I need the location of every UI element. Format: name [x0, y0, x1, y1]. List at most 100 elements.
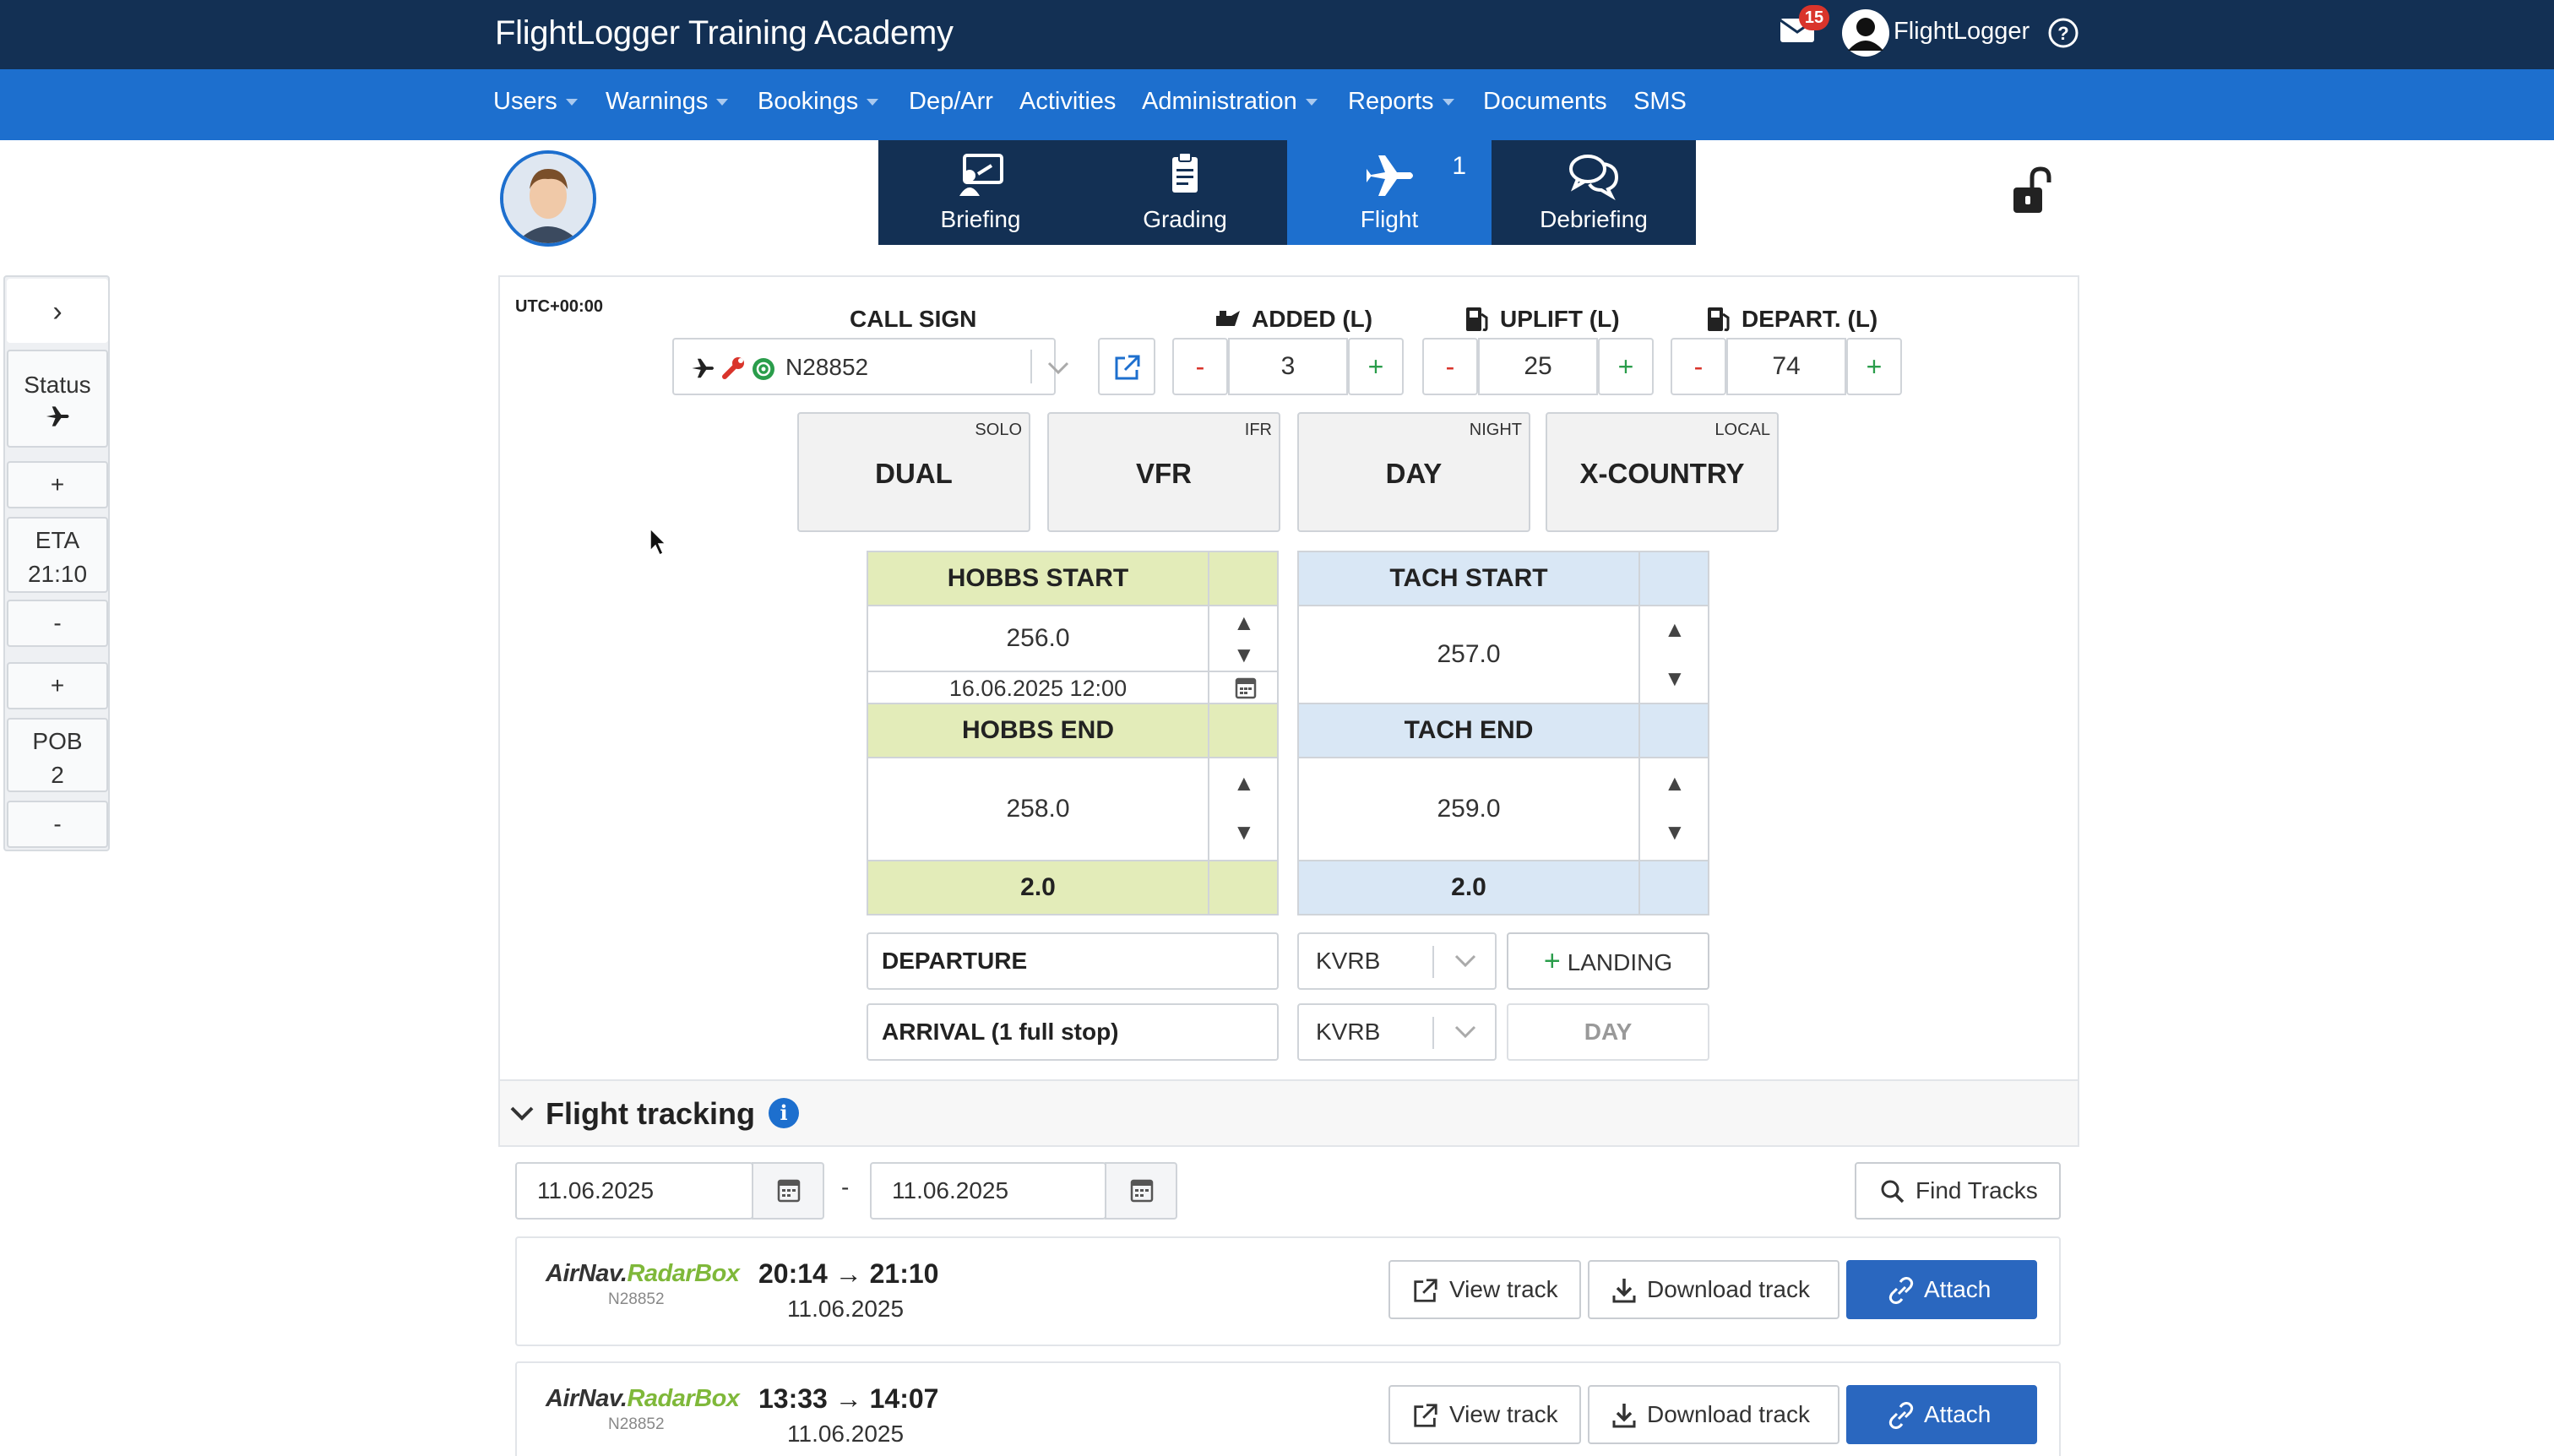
departure-airport-select[interactable]: KVRB — [1297, 932, 1497, 990]
tracking-date-from[interactable]: 11.06.2025 — [515, 1162, 753, 1220]
find-tracks-label: Find Tracks — [1916, 1177, 2038, 1203]
tach-start-down-button[interactable]: ▼ — [1664, 666, 1686, 691]
download-track-button[interactable]: Download track — [1588, 1260, 1839, 1319]
pob-increase-button[interactable]: + — [7, 662, 108, 709]
nav-sms[interactable]: SMS — [1633, 88, 1687, 115]
added-input[interactable]: 3 — [1228, 338, 1348, 395]
select-divider — [1030, 350, 1032, 383]
uplift-label: UPLIFT (L) — [1500, 306, 1620, 332]
nav-reports[interactable]: Reports — [1348, 88, 1454, 116]
toggle-dual-solo[interactable]: SOLO DUAL — [797, 412, 1030, 532]
sidebar-expand-button[interactable]: › — [7, 279, 108, 343]
arrival-label: ARRIVAL (1 full stop) — [867, 1003, 1279, 1061]
help-icon[interactable]: ? — [2047, 17, 2079, 49]
tach-end-down-button[interactable]: ▼ — [1664, 819, 1686, 845]
user-menu[interactable]: FlightLogger — [1894, 18, 2030, 45]
call-sign-select[interactable]: N28852 — [672, 338, 1069, 395]
mouse-cursor-icon — [649, 527, 669, 557]
depart-label: DEPART. (L) — [1742, 306, 1878, 332]
app-title[interactable]: FlightLogger Training Academy — [495, 14, 954, 52]
pob-value: 2 — [51, 762, 64, 788]
chevron-down-icon[interactable] — [508, 1101, 535, 1127]
hobbs-start-stepper: ▲ ▼ — [1208, 605, 1279, 672]
depart-input[interactable]: 74 — [1726, 338, 1846, 395]
tab-debriefing[interactable]: Debriefing — [1492, 140, 1696, 245]
find-tracks-button[interactable]: Find Tracks — [1855, 1162, 2061, 1220]
toggle-alt-label: SOLO — [975, 421, 1022, 439]
nav-dep-arr[interactable]: Dep/Arr — [909, 88, 993, 115]
pob-display: POB 2 — [7, 718, 108, 792]
hobbs-end-up-button[interactable]: ▲ — [1233, 770, 1255, 796]
view-track-button[interactable]: View track — [1388, 1260, 1581, 1319]
attach-track-button[interactable]: Attach — [1846, 1385, 2037, 1444]
tab-grading[interactable]: Grading — [1083, 140, 1287, 245]
nav-bookings[interactable]: Bookings — [758, 88, 879, 116]
uplift-decrease-button[interactable]: - — [1422, 338, 1478, 395]
calendar-icon[interactable] — [1208, 671, 1279, 704]
uplift-input[interactable]: 25 — [1478, 338, 1598, 395]
view-track-button[interactable]: View track — [1388, 1385, 1581, 1444]
unlock-icon[interactable] — [2012, 166, 2054, 216]
student-avatar[interactable] — [500, 150, 596, 247]
added-decrease-button[interactable]: - — [1172, 338, 1228, 395]
calendar-icon[interactable] — [1105, 1162, 1177, 1220]
tach-end-up-button[interactable]: ▲ — [1664, 770, 1686, 796]
tach-start-input[interactable]: 257.0 — [1297, 605, 1640, 704]
arrival-airport-select[interactable]: KVRB — [1297, 1003, 1497, 1061]
eta-increase-button[interactable]: + — [7, 461, 108, 508]
pob-decrease-button[interactable]: - — [7, 801, 108, 848]
add-landing-button[interactable]: + LANDING — [1507, 932, 1709, 990]
nav-documents[interactable]: Documents — [1483, 88, 1607, 115]
nav-administration[interactable]: Administration — [1142, 88, 1318, 116]
open-aircraft-button[interactable] — [1098, 338, 1155, 395]
pob-label: POB — [32, 728, 83, 754]
nav-users[interactable]: Users — [493, 88, 578, 116]
hobbs-start-up-button[interactable]: ▲ — [1233, 610, 1255, 635]
flight-tracking-header[interactable] — [498, 1079, 2079, 1147]
hobbs-start-down-button[interactable]: ▼ — [1233, 642, 1255, 667]
hobbs-total-spacer — [1208, 860, 1279, 915]
nav-warnings[interactable]: Warnings — [606, 88, 729, 116]
tracking-date-to[interactable]: 11.06.2025 — [870, 1162, 1106, 1220]
download-track-button[interactable]: Download track — [1588, 1385, 1839, 1444]
hobbs-header-spacer — [1208, 703, 1279, 758]
external-link-icon — [1412, 1402, 1439, 1429]
hobbs-end-input[interactable]: 258.0 — [867, 757, 1209, 861]
added-increase-button[interactable]: + — [1348, 338, 1404, 395]
info-icon[interactable]: i — [769, 1098, 799, 1128]
tach-end-label: TACH END — [1297, 703, 1640, 758]
hobbs-total: 2.0 — [867, 860, 1209, 915]
call-sign-value: N28852 — [785, 354, 869, 380]
toggle-value: X-COUNTRY — [1579, 458, 1745, 489]
tach-end-input[interactable]: 259.0 — [1297, 757, 1640, 861]
arrival-day-button[interactable]: DAY — [1507, 1003, 1709, 1061]
depart-decrease-button[interactable]: - — [1671, 338, 1726, 395]
toggle-xcountry-local[interactable]: LOCAL X-COUNTRY — [1546, 412, 1779, 532]
toggle-day-night[interactable]: NIGHT DAY — [1297, 412, 1530, 532]
toggle-alt-label: IFR — [1244, 421, 1272, 439]
tab-flight[interactable]: 1 Flight — [1287, 140, 1492, 245]
status-button[interactable]: Status — [7, 350, 108, 448]
eta-display: ETA 21:10 — [7, 517, 108, 593]
user-avatar-icon[interactable] — [1841, 8, 1890, 57]
hobbs-start-input[interactable]: 256.0 — [867, 605, 1209, 672]
depart-increase-button[interactable]: + — [1846, 338, 1902, 395]
hobbs-end-down-button[interactable]: ▼ — [1233, 819, 1255, 845]
mail-count-badge: 15 — [1799, 5, 1829, 30]
toggle-value: DUAL — [875, 458, 953, 489]
caret-down-icon — [716, 99, 729, 106]
eta-decrease-button[interactable]: - — [7, 600, 108, 647]
hobbs-date-input[interactable]: 16.06.2025 12:00 — [867, 671, 1209, 704]
calendar-icon[interactable] — [752, 1162, 824, 1220]
select-divider — [1432, 946, 1434, 978]
clipboard-icon — [1157, 150, 1213, 201]
track-times: 13:33 → 14:07 — [758, 1383, 939, 1414]
tach-start-up-button[interactable]: ▲ — [1664, 617, 1686, 642]
uplift-increase-button[interactable]: + — [1598, 338, 1654, 395]
svg-text:?: ? — [2057, 23, 2068, 44]
oil-can-icon — [1211, 307, 1242, 331]
nav-activities[interactable]: Activities — [1019, 88, 1117, 115]
attach-track-button[interactable]: Attach — [1846, 1260, 2037, 1319]
toggle-vfr-ifr[interactable]: IFR VFR — [1047, 412, 1280, 532]
tab-briefing[interactable]: Briefing — [878, 140, 1083, 245]
